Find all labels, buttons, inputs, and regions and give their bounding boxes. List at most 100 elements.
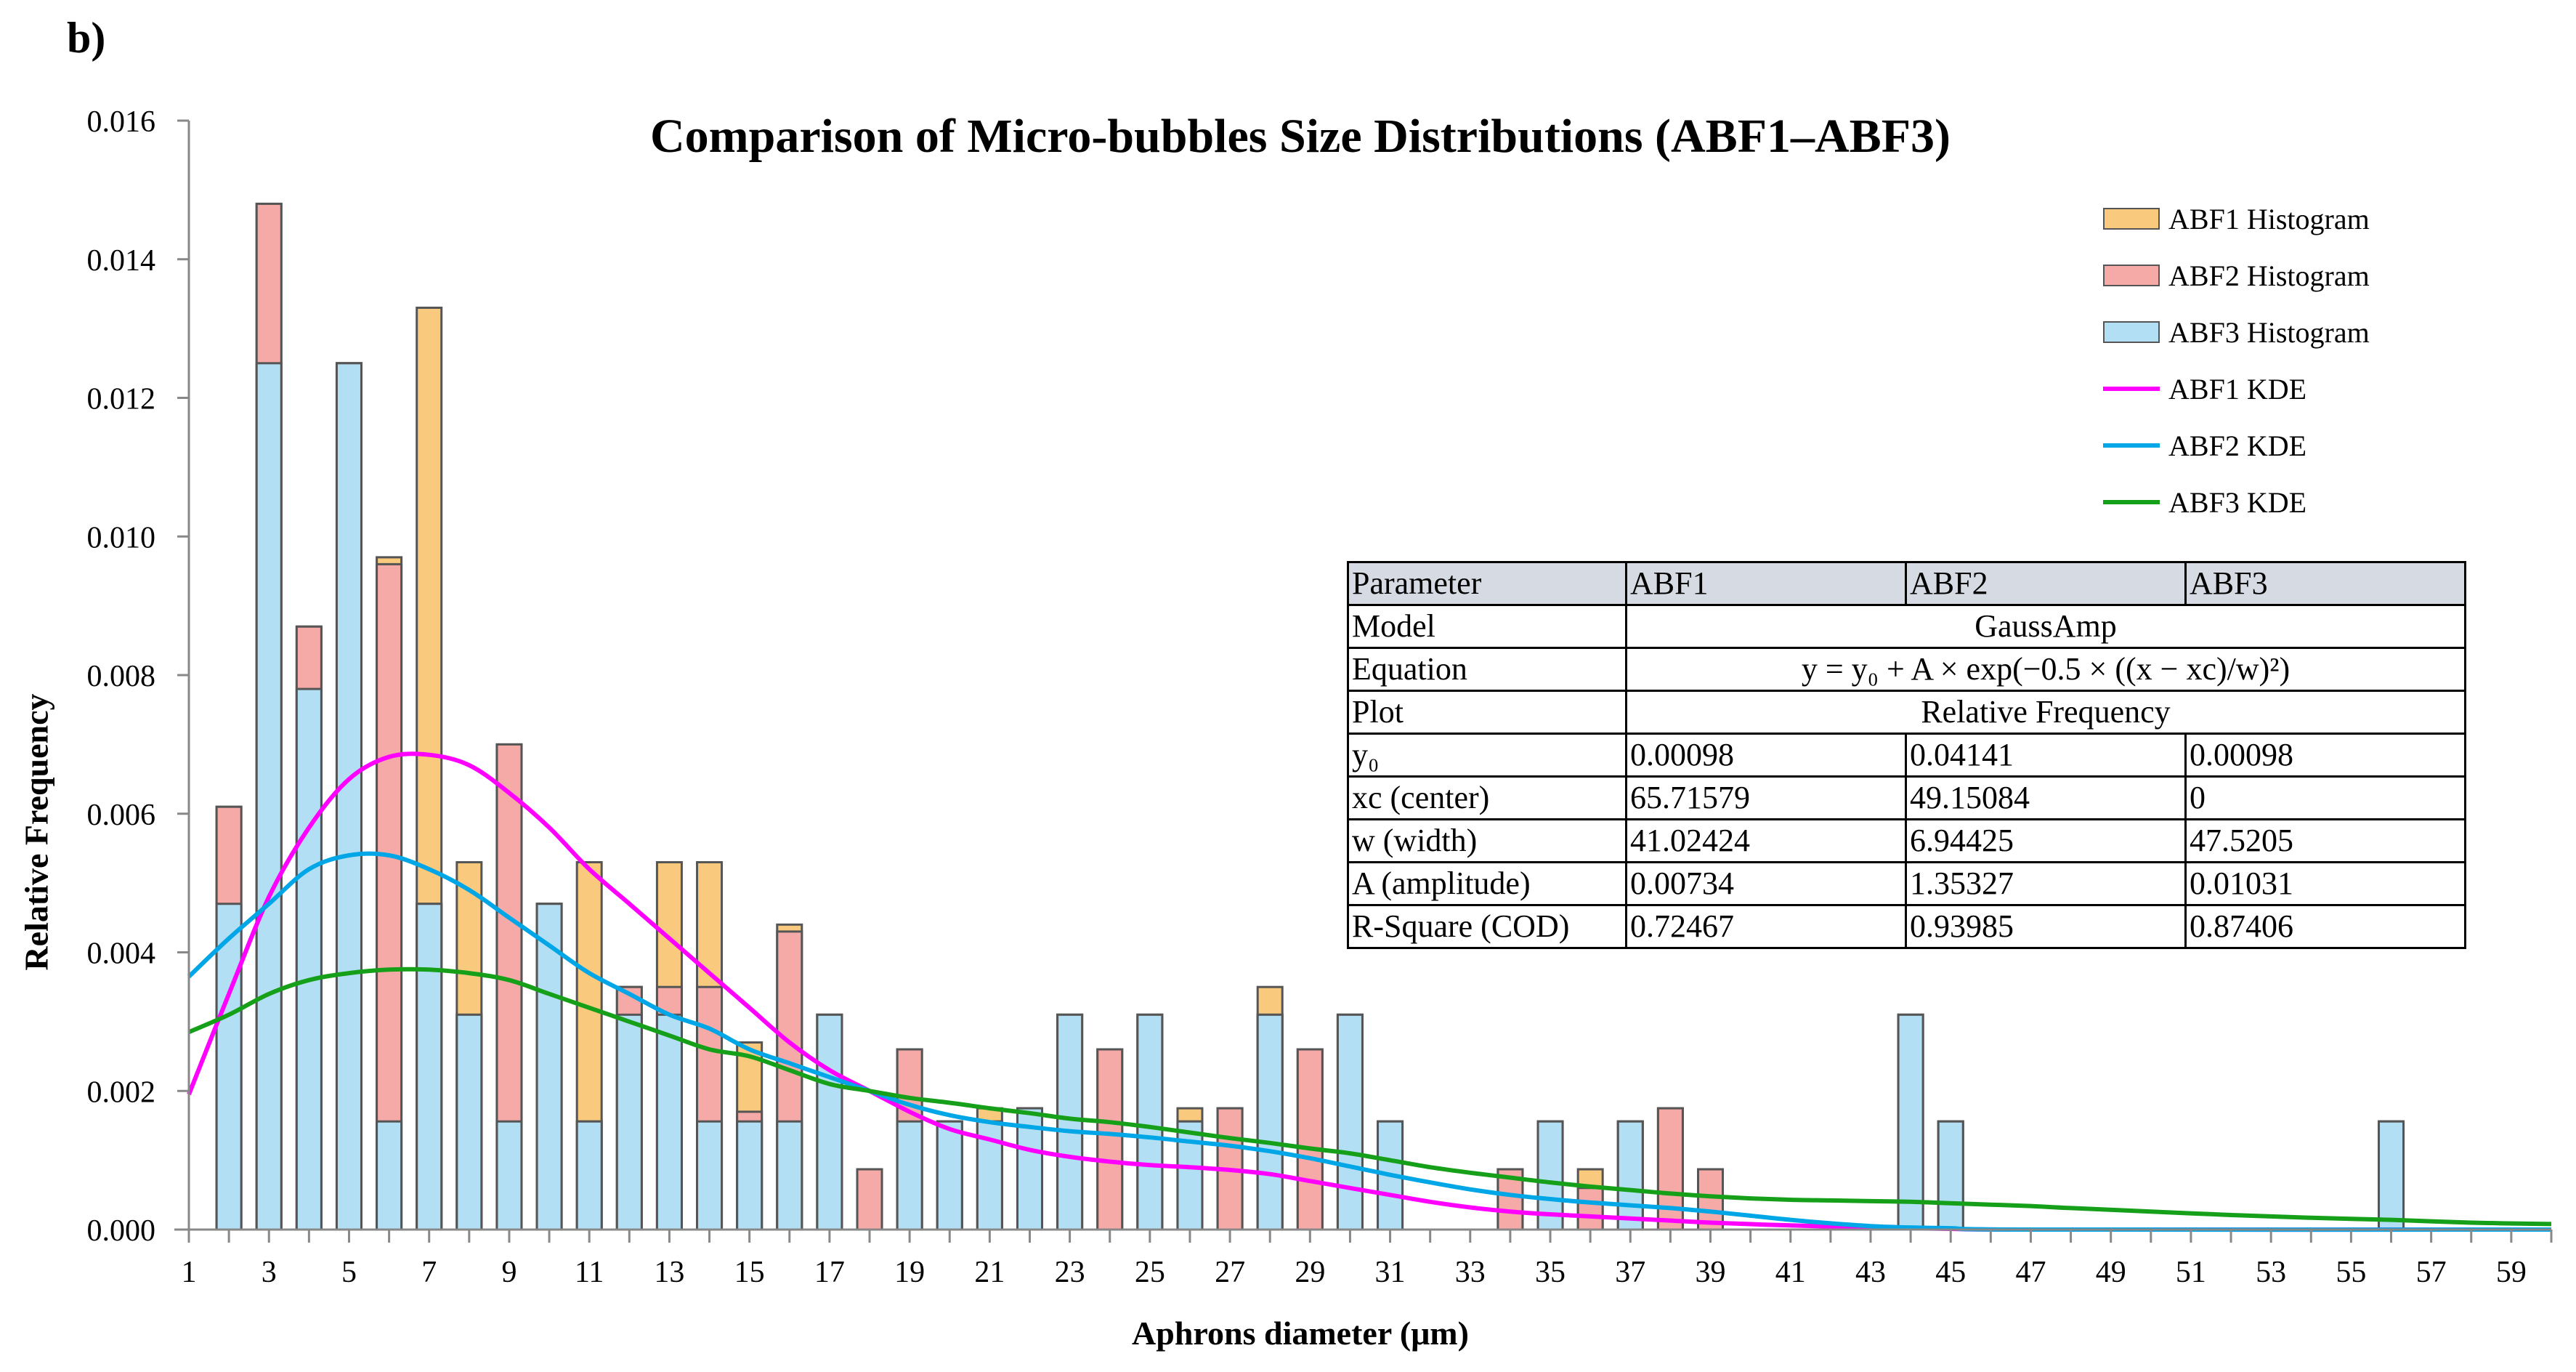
legend-item-abf1-kde: ABF1 KDE: [2103, 360, 2370, 417]
table-cell-value: 1.35327: [1905, 861, 2187, 906]
table-row: y₀ 0.00098 0.04141 0.00098: [1347, 733, 2466, 778]
table-cell-label: R-Square (COD): [1347, 904, 1627, 949]
legend-item-abf1-histogram: ABF1 Histogram: [2103, 190, 2370, 247]
x-tick-label: 25: [1135, 1256, 1165, 1289]
legend-item-abf2-histogram: ABF2 Histogram: [2103, 247, 2370, 304]
bar-abf3: [1256, 1013, 1284, 1231]
table-cell-label: Plot: [1347, 690, 1627, 735]
x-axis-label: Aphrons diameter (μm): [1132, 1315, 1469, 1352]
x-tick-label: 35: [1535, 1256, 1566, 1289]
kde-line-abf3: [187, 967, 2552, 1227]
x-tick-label: 21: [974, 1256, 1005, 1289]
x-tick-label: 55: [2336, 1256, 2366, 1289]
axes: 0.000 0.002 0.004 0.006 0.008 0.010 0.012 0.014…: [87, 105, 2553, 1289]
bar-abf3: [215, 903, 243, 1231]
table-header-cell: Parameter: [1347, 561, 1627, 606]
table-cell-value: 6.94425: [1905, 818, 2187, 863]
x-tick-label: 49: [2096, 1256, 2126, 1289]
x-tick-label: 19: [894, 1256, 925, 1289]
legend-item-abf3-histogram: ABF3 Histogram: [2103, 304, 2370, 360]
table-cell-value: 49.15084: [1905, 775, 2187, 820]
bar-abf3: [455, 1013, 483, 1231]
x-tick-label: 11: [575, 1256, 604, 1289]
table-row-model: Model GaussAmp: [1347, 604, 2466, 649]
y-tick-label: 0.010: [87, 521, 156, 554]
legend-line-abf1-kde: [2103, 387, 2160, 391]
y-tick-label: 0.014: [87, 244, 156, 278]
bar-abf3: [1616, 1120, 1644, 1231]
fit-parameters-table: Parameter ABF1 ABF2 ABF3 Model GaussAmp …: [1347, 561, 2466, 949]
x-tick-label: 9: [501, 1256, 517, 1289]
legend: ABF1 Histogram ABF2 Histogram ABF3 Histo…: [2103, 190, 2370, 530]
y-tick-label: 0.008: [87, 660, 156, 693]
bar-abf2: [856, 1168, 883, 1231]
table-cell-label: Model: [1347, 604, 1627, 649]
bar-abf3: [655, 1013, 683, 1231]
y-tick-label: 0.012: [87, 383, 156, 416]
bar-abf2: [1697, 1168, 1725, 1231]
bar-abf3: [2378, 1120, 2405, 1231]
legend-label: ABF3 KDE: [2168, 485, 2307, 519]
table-cell-value: 0.87406: [2184, 904, 2466, 949]
table-cell-value: y = y₀ + A × exp(−0.5 × ((x − xc)/w)²): [1625, 647, 2466, 692]
legend-swatch-abf2-histogram: [2103, 265, 2160, 286]
table-cell-value: 0.00734: [1625, 861, 1907, 906]
table-cell-value: 65.71579: [1625, 775, 1907, 820]
kde-line-abf1: [187, 751, 2552, 1232]
table-row: R-Square (COD) 0.72467 0.93985 0.87406: [1347, 904, 2466, 949]
table-row-plot: Plot Relative Frequency: [1347, 690, 2466, 735]
legend-label: ABF2 Histogram: [2168, 259, 2370, 292]
x-tick-label: 45: [1935, 1256, 1966, 1289]
x-tick-label: 43: [1855, 1256, 1886, 1289]
table-cell-value: Relative Frequency: [1625, 690, 2466, 735]
kde-curves: [187, 751, 2552, 1232]
x-tick-label: 29: [1295, 1256, 1325, 1289]
table-row: xc (center) 65.71579 49.15084 0: [1347, 775, 2466, 820]
bar-abf3: [816, 1013, 843, 1231]
x-tick-label: 15: [734, 1256, 765, 1289]
x-tick-label: 33: [1455, 1256, 1486, 1289]
x-tick-label: 59: [2496, 1256, 2527, 1289]
table-cell-value: 0.72467: [1625, 904, 1907, 949]
kde-line-abf2: [187, 851, 2552, 1232]
x-tick-label: 41: [1775, 1256, 1806, 1289]
bar-abf3: [575, 1120, 603, 1231]
table-cell-label: A (amplitude): [1347, 861, 1627, 906]
table-cell-value: 0.01031: [2184, 861, 2466, 906]
bar-abf3: [1336, 1013, 1364, 1231]
legend-label: ABF1 KDE: [2168, 372, 2307, 405]
bar-abf3: [335, 362, 362, 1231]
legend-item-abf2-kde: ABF2 KDE: [2103, 417, 2370, 474]
legend-swatch-abf1-histogram: [2103, 208, 2160, 230]
bar-abf3: [255, 362, 283, 1231]
histogram-bars: [215, 202, 2405, 1231]
legend-label: ABF1 Histogram: [2168, 202, 2370, 235]
bar-abf3: [1937, 1120, 1964, 1231]
table-cell-value: 0.04141: [1905, 733, 2187, 778]
x-tick-label: 5: [341, 1256, 357, 1289]
table-cell-label: y₀: [1347, 733, 1627, 778]
bar-abf3: [615, 1013, 643, 1231]
table-header-row: Parameter ABF1 ABF2 ABF3: [1347, 561, 2466, 606]
bar-abf3: [1897, 1013, 1924, 1231]
legend-swatch-abf3-histogram: [2103, 321, 2160, 343]
table-cell-value: 0.93985: [1905, 904, 2187, 949]
bar-abf2: [1296, 1048, 1324, 1231]
table-header-cell: ABF1: [1625, 561, 1907, 606]
table-row: A (amplitude) 0.00734 1.35327 0.01031: [1347, 861, 2466, 906]
y-tick-label: 0.004: [87, 937, 156, 971]
bar-abf3: [1136, 1013, 1164, 1231]
x-tick-label: 39: [1696, 1256, 1726, 1289]
x-tick-label: 53: [2256, 1256, 2286, 1289]
bar-abf3: [936, 1120, 963, 1231]
y-tick-label: 0.002: [87, 1076, 156, 1109]
table-cell-value: 47.5205: [2184, 818, 2466, 863]
x-tick-label: 7: [421, 1256, 437, 1289]
y-tick-label: 0.016: [87, 105, 156, 139]
table-header-cell: ABF2: [1905, 561, 2187, 606]
bar-abf3: [776, 1120, 803, 1231]
x-tick-label: 57: [2416, 1256, 2447, 1289]
legend-label: ABF3 Histogram: [2168, 315, 2370, 349]
table-cell-value: 0.00098: [1625, 733, 1907, 778]
